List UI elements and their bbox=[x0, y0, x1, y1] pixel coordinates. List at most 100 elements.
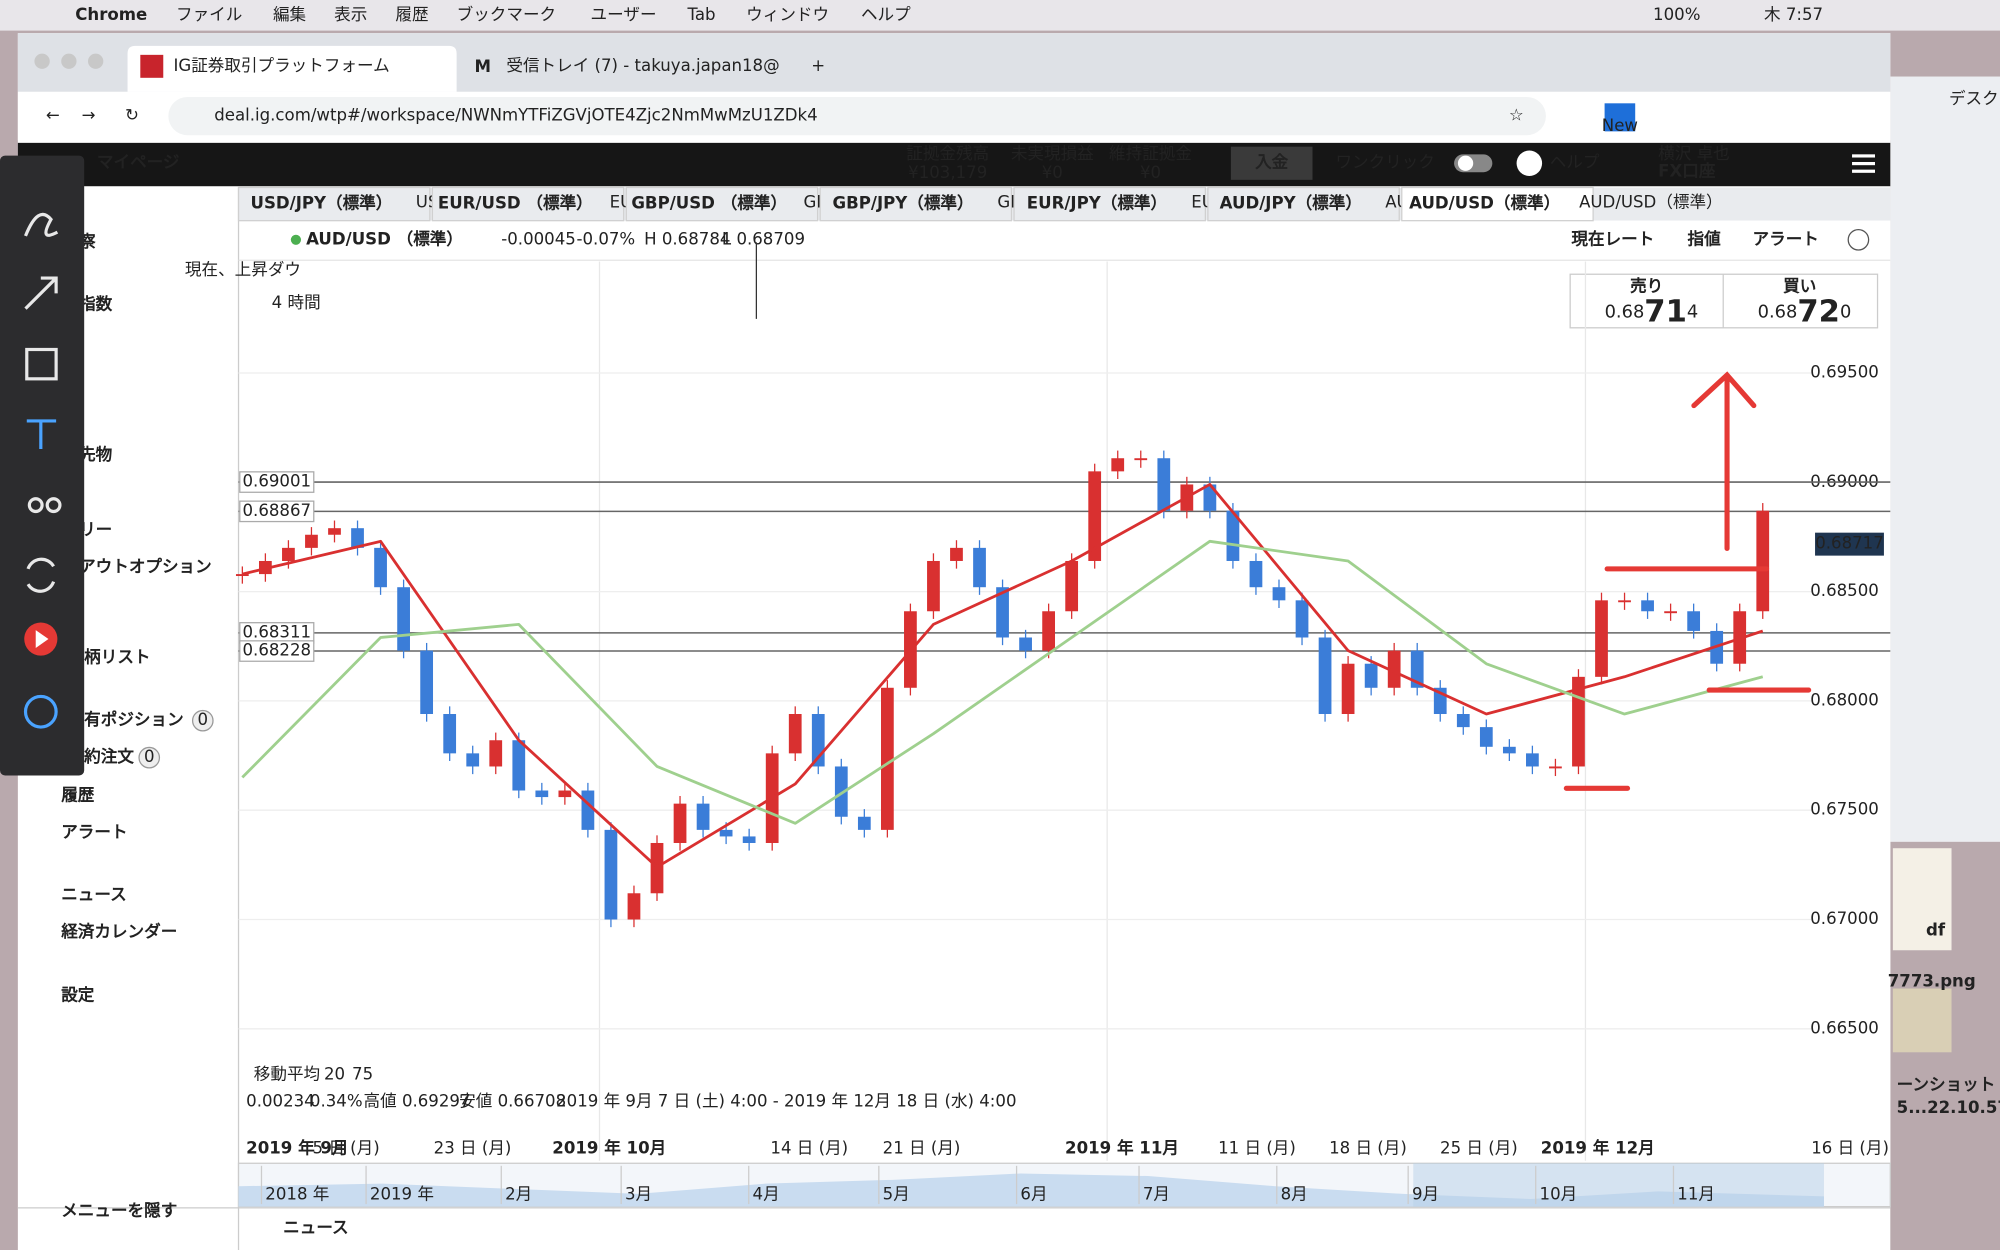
chart-stat: 0.00234 bbox=[246, 1092, 315, 1111]
instrument-tab[interactable] bbox=[625, 186, 819, 222]
sidebar-item[interactable]: 有ポジション bbox=[84, 709, 183, 729]
window-button[interactable] bbox=[88, 53, 104, 69]
timeframe[interactable]: 4 時間 bbox=[272, 293, 321, 312]
deposit-label[interactable]: 入金 bbox=[1255, 152, 1289, 172]
sidebar-item[interactable]: メニューを隠す bbox=[61, 1200, 177, 1220]
window-button[interactable] bbox=[34, 53, 50, 69]
menubar-item[interactable]: 履歴 bbox=[395, 5, 428, 24]
url[interactable]: deal.ig.com/wtp#/workspace/NWNmYTFiZGVjO… bbox=[214, 106, 817, 125]
candle bbox=[1664, 611, 1677, 614]
candle bbox=[535, 790, 549, 798]
instrument-tab[interactable] bbox=[1401, 186, 1594, 222]
navigator-label: 6月 bbox=[1020, 1185, 1047, 1204]
instrument-tab[interactable] bbox=[1013, 186, 1206, 222]
back-button[interactable]: ← bbox=[46, 106, 60, 125]
blur-tool[interactable] bbox=[27, 497, 44, 514]
new-tab-button[interactable]: + bbox=[811, 56, 825, 75]
instrument-tab[interactable] bbox=[1207, 186, 1400, 222]
price-line-tag[interactable] bbox=[239, 500, 315, 523]
mail-icon: M bbox=[474, 57, 491, 76]
bookmark-star[interactable]: ☆ bbox=[1509, 106, 1524, 125]
deposit-button[interactable] bbox=[1230, 146, 1313, 180]
sidebar-item[interactable]: 先物 bbox=[79, 444, 113, 464]
sidebar-item[interactable]: 履歴 bbox=[61, 785, 95, 804]
instrument-tab[interactable] bbox=[431, 186, 625, 222]
instrument-tab-label[interactable]: AUD/JPY（標準） bbox=[1220, 193, 1362, 213]
menubar bbox=[0, 0, 2000, 31]
chart-toolbar[interactable]: 指値 bbox=[1688, 228, 1722, 248]
menubar-item[interactable]: Tab bbox=[687, 5, 716, 24]
instrument-tab-label[interactable]: EUR/USD （標準） bbox=[438, 193, 593, 213]
help-label[interactable]: ヘルプ bbox=[1550, 153, 1600, 172]
x-tick-label: 21 日 (月) bbox=[883, 1139, 961, 1158]
candle bbox=[1479, 727, 1493, 747]
help-icon[interactable] bbox=[1516, 150, 1543, 177]
candle bbox=[1387, 650, 1401, 688]
timer-tool[interactable] bbox=[23, 694, 58, 729]
navigator-window[interactable] bbox=[1413, 1163, 1824, 1207]
menubar-item[interactable]: ブックマーク bbox=[457, 4, 556, 24]
nav-mypage[interactable]: マイページ bbox=[97, 153, 180, 172]
sidebar-item[interactable]: 設定 bbox=[61, 985, 95, 1005]
x-tick-label: 5 日 (月) bbox=[313, 1139, 380, 1158]
x-tick-label: 2019 年 11月 bbox=[1065, 1138, 1179, 1158]
chart-stat: 0.34% bbox=[310, 1092, 363, 1111]
menubar-item[interactable]: ファイル bbox=[176, 5, 242, 24]
candle bbox=[1272, 587, 1286, 601]
sidebar-item[interactable]: 指数 bbox=[79, 293, 113, 313]
stat-value: ¥103,179 bbox=[908, 163, 987, 182]
pen-tool[interactable] bbox=[24, 212, 59, 237]
window-button[interactable] bbox=[61, 53, 77, 69]
price-line-tag[interactable] bbox=[239, 640, 315, 662]
arrow-tool[interactable] bbox=[24, 276, 58, 310]
text-tool[interactable] bbox=[26, 419, 57, 449]
price-line-tag[interactable] bbox=[239, 471, 315, 493]
sidebar-item[interactable]: 約注文 bbox=[83, 746, 134, 766]
price-line-label: 0.68228 bbox=[243, 641, 312, 660]
menubar-item[interactable]: ヘルプ bbox=[861, 5, 911, 24]
tab-title[interactable]: IG証券取引プラットフォーム bbox=[173, 56, 389, 75]
menu-icon[interactable] bbox=[1852, 154, 1875, 158]
news-bar[interactable]: ニュース bbox=[283, 1218, 348, 1237]
menubar-item[interactable]: ウィンドウ bbox=[746, 5, 829, 24]
price-part: 71 bbox=[1644, 294, 1687, 329]
sidebar-item[interactable]: 柄リスト bbox=[84, 647, 150, 667]
rotate-tool[interactable] bbox=[26, 557, 56, 593]
tab-title[interactable]: 受信トレイ (7) - takuya.japan18@ bbox=[506, 56, 779, 75]
status-dot bbox=[290, 234, 302, 245]
sidebar-item[interactable]: アラート bbox=[61, 822, 127, 841]
instrument-tab-label[interactable]: GBP/JPY（標準） bbox=[833, 193, 974, 213]
instrument-tab-label[interactable]: GBP/USD （標準） bbox=[631, 193, 787, 213]
instrument-tab[interactable] bbox=[819, 186, 1013, 222]
rect-tool[interactable] bbox=[25, 347, 58, 381]
reload-button[interactable]: ↻ bbox=[125, 106, 139, 125]
sidebar-item[interactable]: アウトオプション bbox=[79, 556, 212, 576]
chart-toolbar[interactable]: アラート bbox=[1753, 229, 1819, 248]
price-part: 0.68 bbox=[1605, 302, 1645, 323]
instrument-tab-label[interactable]: EUR/JPY（標準） bbox=[1027, 193, 1167, 213]
forward-button[interactable]: → bbox=[82, 106, 96, 125]
chart-toolbar[interactable]: 現在レート bbox=[1571, 228, 1654, 248]
menubar-item[interactable]: 編集 bbox=[273, 5, 307, 24]
sidebar-item[interactable]: 経済カレンダー bbox=[60, 921, 177, 941]
active-tab[interactable] bbox=[127, 45, 457, 92]
trade-price[interactable]: 0.68714 bbox=[1605, 294, 1699, 329]
trade-label[interactable]: 買い bbox=[1783, 276, 1816, 295]
instrument-tab-label[interactable]: AUD/USD（標準） bbox=[1409, 193, 1560, 213]
candle bbox=[1318, 637, 1332, 715]
instrument-tab-label[interactable]: USD/JPY（標準） bbox=[250, 193, 392, 213]
menubar-item[interactable]: 表示 bbox=[334, 5, 367, 24]
trade-price[interactable]: 0.68720 bbox=[1758, 294, 1852, 329]
address-bar[interactable] bbox=[168, 96, 1546, 136]
trade-label[interactable]: 売り bbox=[1630, 275, 1663, 295]
sidebar-item[interactable]: ニュース bbox=[61, 885, 126, 904]
menubar-item[interactable]: ユーザー bbox=[591, 5, 657, 24]
price-line-label: 0.68311 bbox=[243, 622, 312, 641]
instrument-tab[interactable] bbox=[237, 186, 431, 222]
y-tick-label: 0.67000 bbox=[1810, 909, 1879, 928]
candle bbox=[927, 560, 940, 612]
navigator-label: 9月 bbox=[1412, 1185, 1439, 1204]
sidebar-item[interactable]: リー bbox=[79, 520, 112, 539]
candle bbox=[1203, 484, 1217, 511]
info-icon[interactable] bbox=[1847, 228, 1870, 251]
